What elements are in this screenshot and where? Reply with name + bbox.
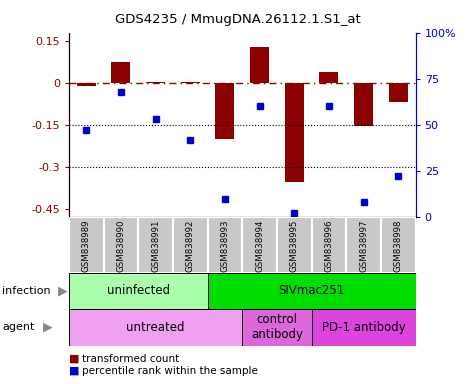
Bar <box>381 217 416 273</box>
Text: GSM838993: GSM838993 <box>220 220 229 272</box>
Bar <box>242 217 277 273</box>
Text: GSM838996: GSM838996 <box>324 220 333 272</box>
Text: GDS4235 / MmugDNA.26112.1.S1_at: GDS4235 / MmugDNA.26112.1.S1_at <box>114 13 361 26</box>
Bar <box>389 83 408 103</box>
Bar <box>208 273 416 309</box>
Text: percentile rank within the sample: percentile rank within the sample <box>82 366 258 376</box>
Bar <box>76 83 96 86</box>
Text: infection: infection <box>2 286 51 296</box>
Text: uninfected: uninfected <box>107 285 170 297</box>
Text: GSM838995: GSM838995 <box>290 220 299 272</box>
Bar <box>69 217 104 273</box>
Text: PD-1 antibody: PD-1 antibody <box>322 321 406 334</box>
Bar <box>111 62 131 83</box>
Bar <box>173 217 208 273</box>
Bar <box>138 217 173 273</box>
Text: SIVmac251: SIVmac251 <box>278 285 345 297</box>
Bar <box>215 83 235 139</box>
Text: GSM838991: GSM838991 <box>151 220 160 272</box>
Text: GSM838990: GSM838990 <box>116 220 125 272</box>
Bar <box>319 72 339 83</box>
Bar <box>277 217 312 273</box>
Text: ■: ■ <box>69 366 79 376</box>
Text: ▶: ▶ <box>43 321 52 334</box>
Text: control
antibody: control antibody <box>251 313 303 341</box>
Text: GSM838997: GSM838997 <box>359 220 368 272</box>
Bar <box>146 81 165 83</box>
Text: GSM838992: GSM838992 <box>186 220 195 272</box>
Bar <box>242 309 312 346</box>
Bar <box>312 217 346 273</box>
Text: ▶: ▶ <box>58 285 67 297</box>
Bar <box>180 81 200 83</box>
Bar <box>250 46 269 83</box>
Bar <box>354 83 373 126</box>
Bar <box>104 217 138 273</box>
Text: GSM838994: GSM838994 <box>255 220 264 272</box>
Text: transformed count: transformed count <box>82 354 180 364</box>
Bar <box>285 83 304 182</box>
Text: ■: ■ <box>69 354 79 364</box>
Bar <box>208 217 242 273</box>
Text: agent: agent <box>2 322 35 333</box>
Text: GSM838998: GSM838998 <box>394 220 403 272</box>
Bar <box>69 309 242 346</box>
Text: untreated: untreated <box>126 321 185 334</box>
Bar <box>312 309 416 346</box>
Bar <box>69 273 208 309</box>
Bar <box>346 217 381 273</box>
Text: GSM838989: GSM838989 <box>82 220 91 272</box>
